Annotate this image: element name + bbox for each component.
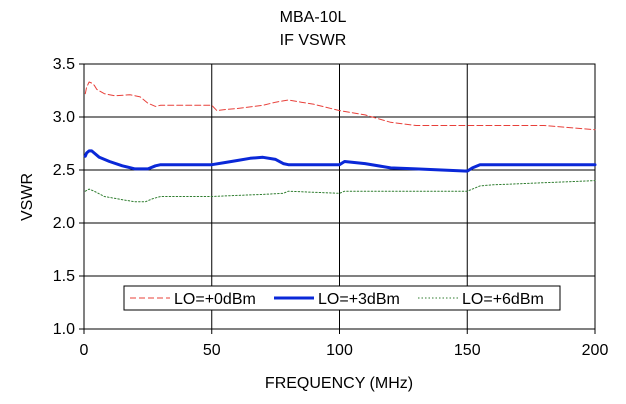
x-tick-label: 50 — [203, 342, 221, 359]
x-tick-label: 0 — [80, 342, 89, 359]
series-layer — [83, 81, 597, 203]
legend: LO=+0dBm LO=+3dBm LO=+6dBm — [123, 285, 561, 311]
legend-label-3: LO=+6dBm — [462, 291, 544, 308]
y-tick-label: 2.5 — [53, 162, 75, 179]
y-tick-label: 1.0 — [53, 321, 75, 338]
chart-subtitle: IF VSWR — [280, 32, 347, 49]
y-axis-label: VSWR — [19, 173, 36, 221]
legend-label-2: LO=+3dBm — [318, 291, 400, 308]
chart-title: MBA-10L — [280, 9, 347, 26]
x-tick-label: 100 — [326, 342, 353, 359]
legend-label-1: LO=+0dBm — [174, 291, 256, 308]
y-tick-label: 2.0 — [53, 215, 75, 232]
x-axis-label: FREQUENCY (MHz) — [265, 375, 413, 392]
axes: 1.0 1.5 2.0 2.5 3.0 3.5 0 50 100 150 200 — [53, 56, 609, 359]
series-line-3 — [84, 180, 596, 203]
y-tick-label: 1.5 — [53, 268, 75, 285]
y-tick-label: 3.5 — [53, 56, 75, 73]
legend-box — [123, 285, 561, 311]
grid-lines — [84, 64, 595, 329]
series-line-1 — [84, 81, 596, 131]
series-line-2 — [83, 149, 597, 173]
x-tick-label: 200 — [582, 342, 609, 359]
y-tick-label: 3.0 — [53, 109, 75, 126]
x-tick-label: 150 — [454, 342, 481, 359]
